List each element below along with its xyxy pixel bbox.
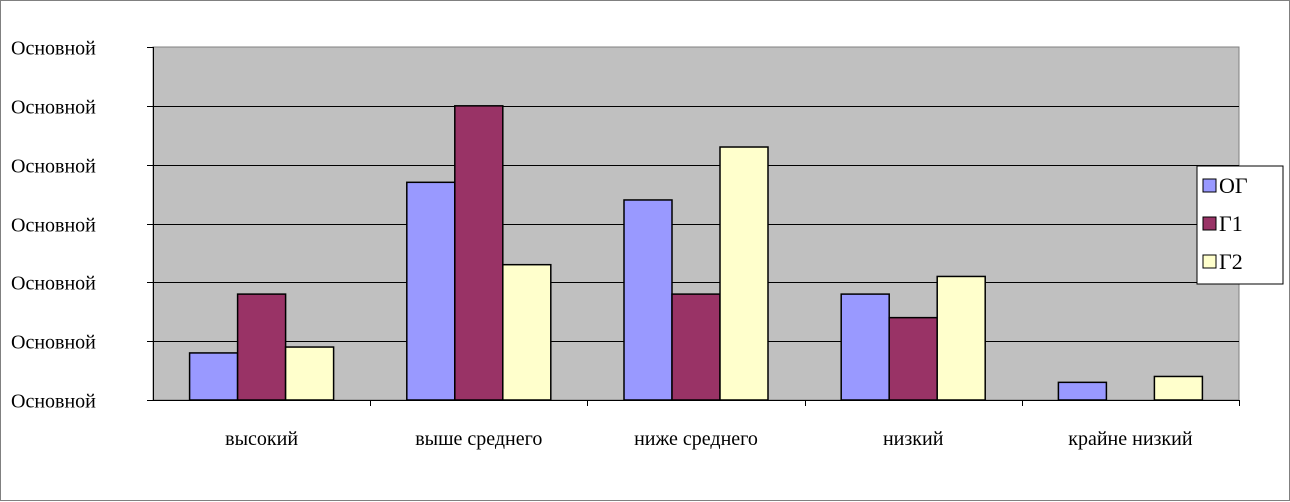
bar — [719, 146, 769, 401]
bar — [188, 352, 239, 401]
x-tick-label: высокий — [225, 428, 298, 450]
y-tick-label: Основной — [11, 156, 96, 178]
legend-swatch — [1202, 178, 1217, 193]
legend-label: ОГ — [1219, 173, 1248, 198]
bar — [623, 199, 673, 401]
bar — [1153, 375, 1204, 401]
x-tick-label: ниже среднего — [634, 428, 758, 450]
x-tick-label: выше среднего — [415, 428, 542, 450]
bar — [888, 316, 938, 401]
y-tick-label: Основной — [11, 38, 96, 60]
y-tick-label: Основной — [11, 215, 96, 237]
bar — [671, 293, 721, 401]
bar — [1057, 381, 1108, 401]
x-tick-label: низкий — [883, 428, 944, 450]
legend-swatch — [1202, 216, 1217, 231]
y-tick-label: Основной — [11, 332, 96, 354]
y-tick-label: Основной — [11, 97, 96, 119]
legend-swatch — [1202, 254, 1217, 269]
y-tick-label: Основной — [11, 273, 96, 295]
bar — [406, 181, 456, 401]
bar — [284, 346, 335, 401]
legend-label: Г1 — [1219, 211, 1243, 236]
bar — [454, 105, 504, 401]
bar — [936, 275, 986, 401]
bar — [502, 263, 552, 401]
bar — [236, 293, 287, 401]
legend-label: Г2 — [1219, 249, 1243, 274]
bar — [840, 293, 890, 401]
y-tick-label: Основной — [11, 391, 96, 413]
x-tick-label: крайне низкий — [1068, 428, 1193, 450]
